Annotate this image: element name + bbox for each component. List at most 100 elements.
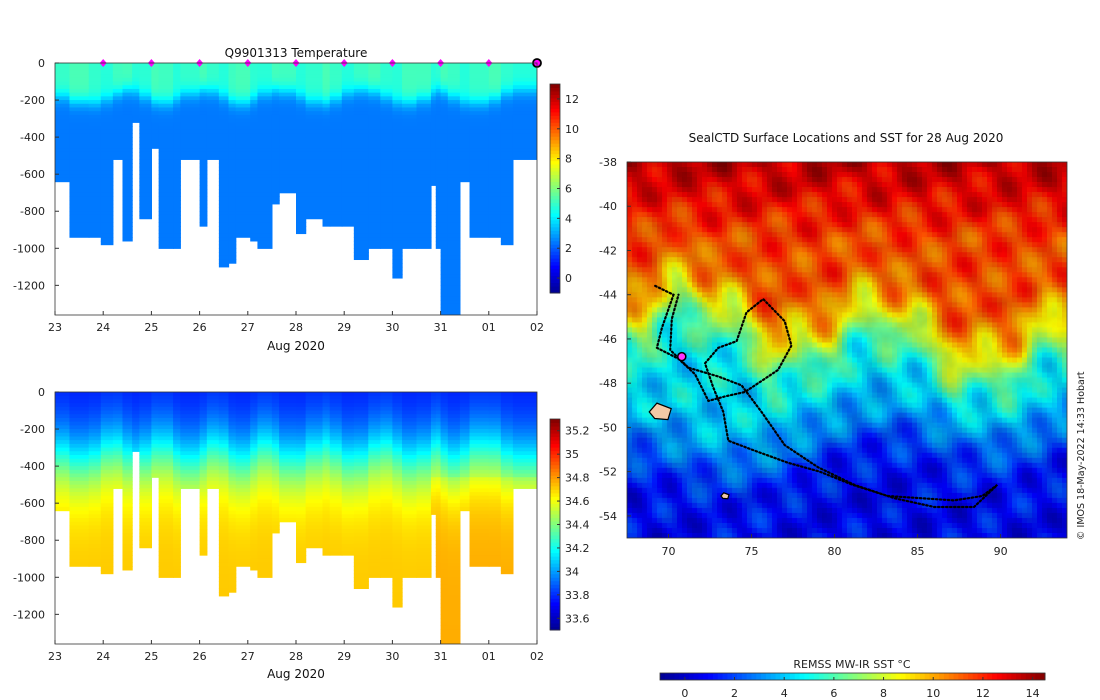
salinity-cell (447, 462, 461, 467)
salinity-cell (500, 451, 514, 456)
temperature-cell (322, 96, 331, 101)
temperature-cell (122, 222, 133, 227)
salinity-cell (279, 488, 297, 493)
temperature-cell (416, 66, 432, 72)
salinity-cell (440, 443, 449, 449)
salinity-cell (392, 558, 403, 564)
salinity-cell (112, 440, 124, 445)
salinity-cell (305, 432, 324, 438)
salinity-cell (250, 495, 259, 501)
temperature-cell (158, 66, 174, 72)
salinity-cell (279, 455, 297, 460)
temperature-cell (440, 159, 449, 164)
salinity-cell (235, 447, 251, 452)
temperature-cell (329, 70, 343, 75)
salinity-cell (392, 484, 403, 489)
salinity-cell (173, 399, 181, 404)
temperature-cell (512, 129, 537, 135)
temperature-cell (447, 144, 461, 149)
salinity-cell (488, 458, 502, 464)
salinity-cell (368, 514, 381, 519)
salinity-cell (469, 506, 490, 512)
temperature-cell (122, 155, 133, 160)
temperature-cell (430, 96, 437, 101)
salinity-cell (402, 547, 418, 552)
temperature-cell (469, 66, 490, 72)
salinity-cell (173, 436, 181, 441)
temperature-cell (447, 311, 461, 315)
temperature-cell (271, 103, 280, 109)
temperature-cell (322, 196, 331, 201)
salinity-cell (402, 462, 418, 467)
temperature-cell (447, 255, 461, 261)
temperature-cell (469, 192, 490, 198)
salinity-cell (322, 432, 331, 438)
temperature-cell (440, 174, 449, 179)
temperature-cell (296, 118, 307, 123)
temperature-cell (380, 218, 393, 223)
salinity-x-tick-label: 23 (48, 650, 62, 663)
temperature-cell (416, 203, 432, 209)
salinity-cell (199, 525, 208, 530)
salinity-cell (296, 432, 307, 438)
salinity-cell (469, 443, 490, 449)
temperature-cell (435, 126, 442, 131)
salinity-cell (500, 536, 514, 541)
temperature-cell (228, 255, 237, 261)
temperature-cell (199, 103, 208, 109)
temperature-cell (488, 122, 502, 127)
salinity-cell (380, 414, 393, 419)
salinity-cell (199, 547, 208, 552)
temperature-cell (279, 174, 297, 179)
salinity-cell (416, 406, 432, 412)
salinity-cell (69, 510, 90, 515)
temperature-cell (112, 114, 124, 120)
salinity-cell (69, 436, 90, 441)
salinity-cell (416, 399, 432, 404)
salinity-cell (329, 466, 343, 471)
temperature-cell (430, 166, 437, 172)
salinity-cell (199, 466, 208, 471)
temperature-cell (416, 196, 432, 201)
temperature-cell (112, 63, 124, 68)
temperature-cell (469, 70, 490, 75)
salinity-cell (279, 447, 297, 452)
salinity-cell (392, 588, 403, 593)
temperature-cell (158, 177, 174, 183)
salinity-colorbar-segment (550, 612, 560, 617)
salinity-panel: 23 24 25 26 27 28 29 30 31 01 02 0-200-400-600-800… (13, 386, 589, 681)
salinity-cell (158, 532, 174, 538)
temperature-cell (368, 244, 381, 249)
salinity-cell (322, 510, 331, 515)
temperature-cell (173, 140, 181, 146)
salinity-cell (88, 547, 102, 552)
salinity-cell (416, 447, 432, 452)
temperature-cell (250, 218, 259, 223)
salinity-cell (180, 406, 201, 412)
salinity-cell (199, 429, 208, 434)
temperature-cell (500, 92, 514, 97)
temperature-cell (180, 118, 201, 123)
temperature-cell (392, 240, 403, 246)
temperature-cell (380, 211, 393, 216)
salinity-cell (235, 510, 251, 515)
salinity-cell (55, 447, 71, 452)
temperature-cell (235, 133, 251, 138)
temperature-colorbar-segment (550, 178, 560, 183)
salinity-cell (279, 429, 297, 434)
temperature-cell (206, 74, 220, 79)
salinity-cell (122, 480, 133, 486)
salinity-cell (353, 569, 369, 575)
salinity-cell (459, 443, 471, 449)
salinity-cell (430, 469, 437, 475)
temperature-cell (158, 196, 174, 201)
temperature-cell (69, 111, 90, 116)
salinity-cell (500, 518, 514, 523)
salinity-cell (402, 518, 418, 523)
salinity-cell (402, 555, 418, 560)
temperature-cell (250, 122, 259, 127)
salinity-cell (158, 566, 174, 571)
salinity-cell (329, 518, 343, 523)
salinity-cell (180, 484, 201, 489)
salinity-y-tick-label: 0 (38, 386, 45, 399)
